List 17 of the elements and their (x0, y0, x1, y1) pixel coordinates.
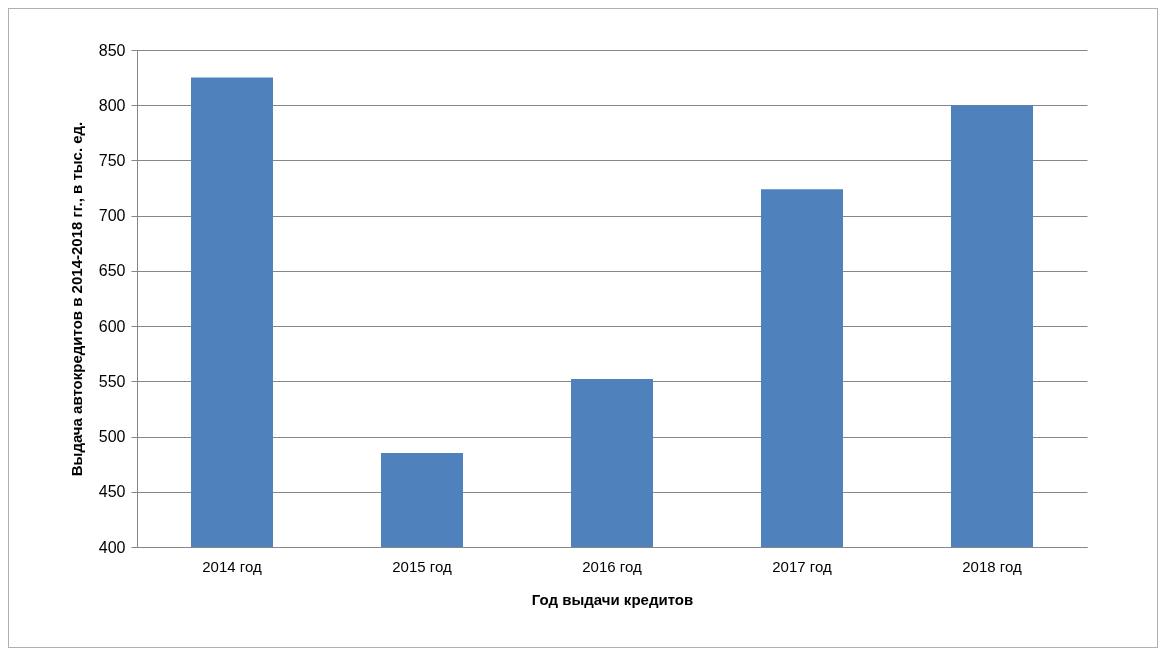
x-tick-label: 2015 год (392, 557, 452, 575)
y-tick-label: 500 (98, 428, 126, 446)
x-axis-title: Год выдачи кредитов (531, 590, 694, 608)
y-tick-label: 650 (98, 262, 126, 280)
x-tick-label: 2014 год (202, 557, 262, 575)
y-tick-label: 800 (98, 96, 126, 114)
y-tick-label: 850 (98, 41, 126, 59)
y-tick-label: 600 (98, 317, 126, 335)
y-tick-label: 750 (98, 151, 126, 169)
x-tick-label: 2018 год (962, 557, 1022, 575)
x-tick-label: 2016 год (582, 557, 642, 575)
y-tick-label: 400 (98, 538, 126, 556)
x-tick-label: 2017 год (772, 557, 832, 575)
y-tick-label: 550 (98, 372, 126, 390)
y-axis-title: Выдача автокредитов в 2014-2018 гг., в тыс. ед. (67, 121, 85, 477)
y-tick-label: 450 (98, 483, 126, 501)
y-tick-label: 700 (98, 207, 126, 225)
